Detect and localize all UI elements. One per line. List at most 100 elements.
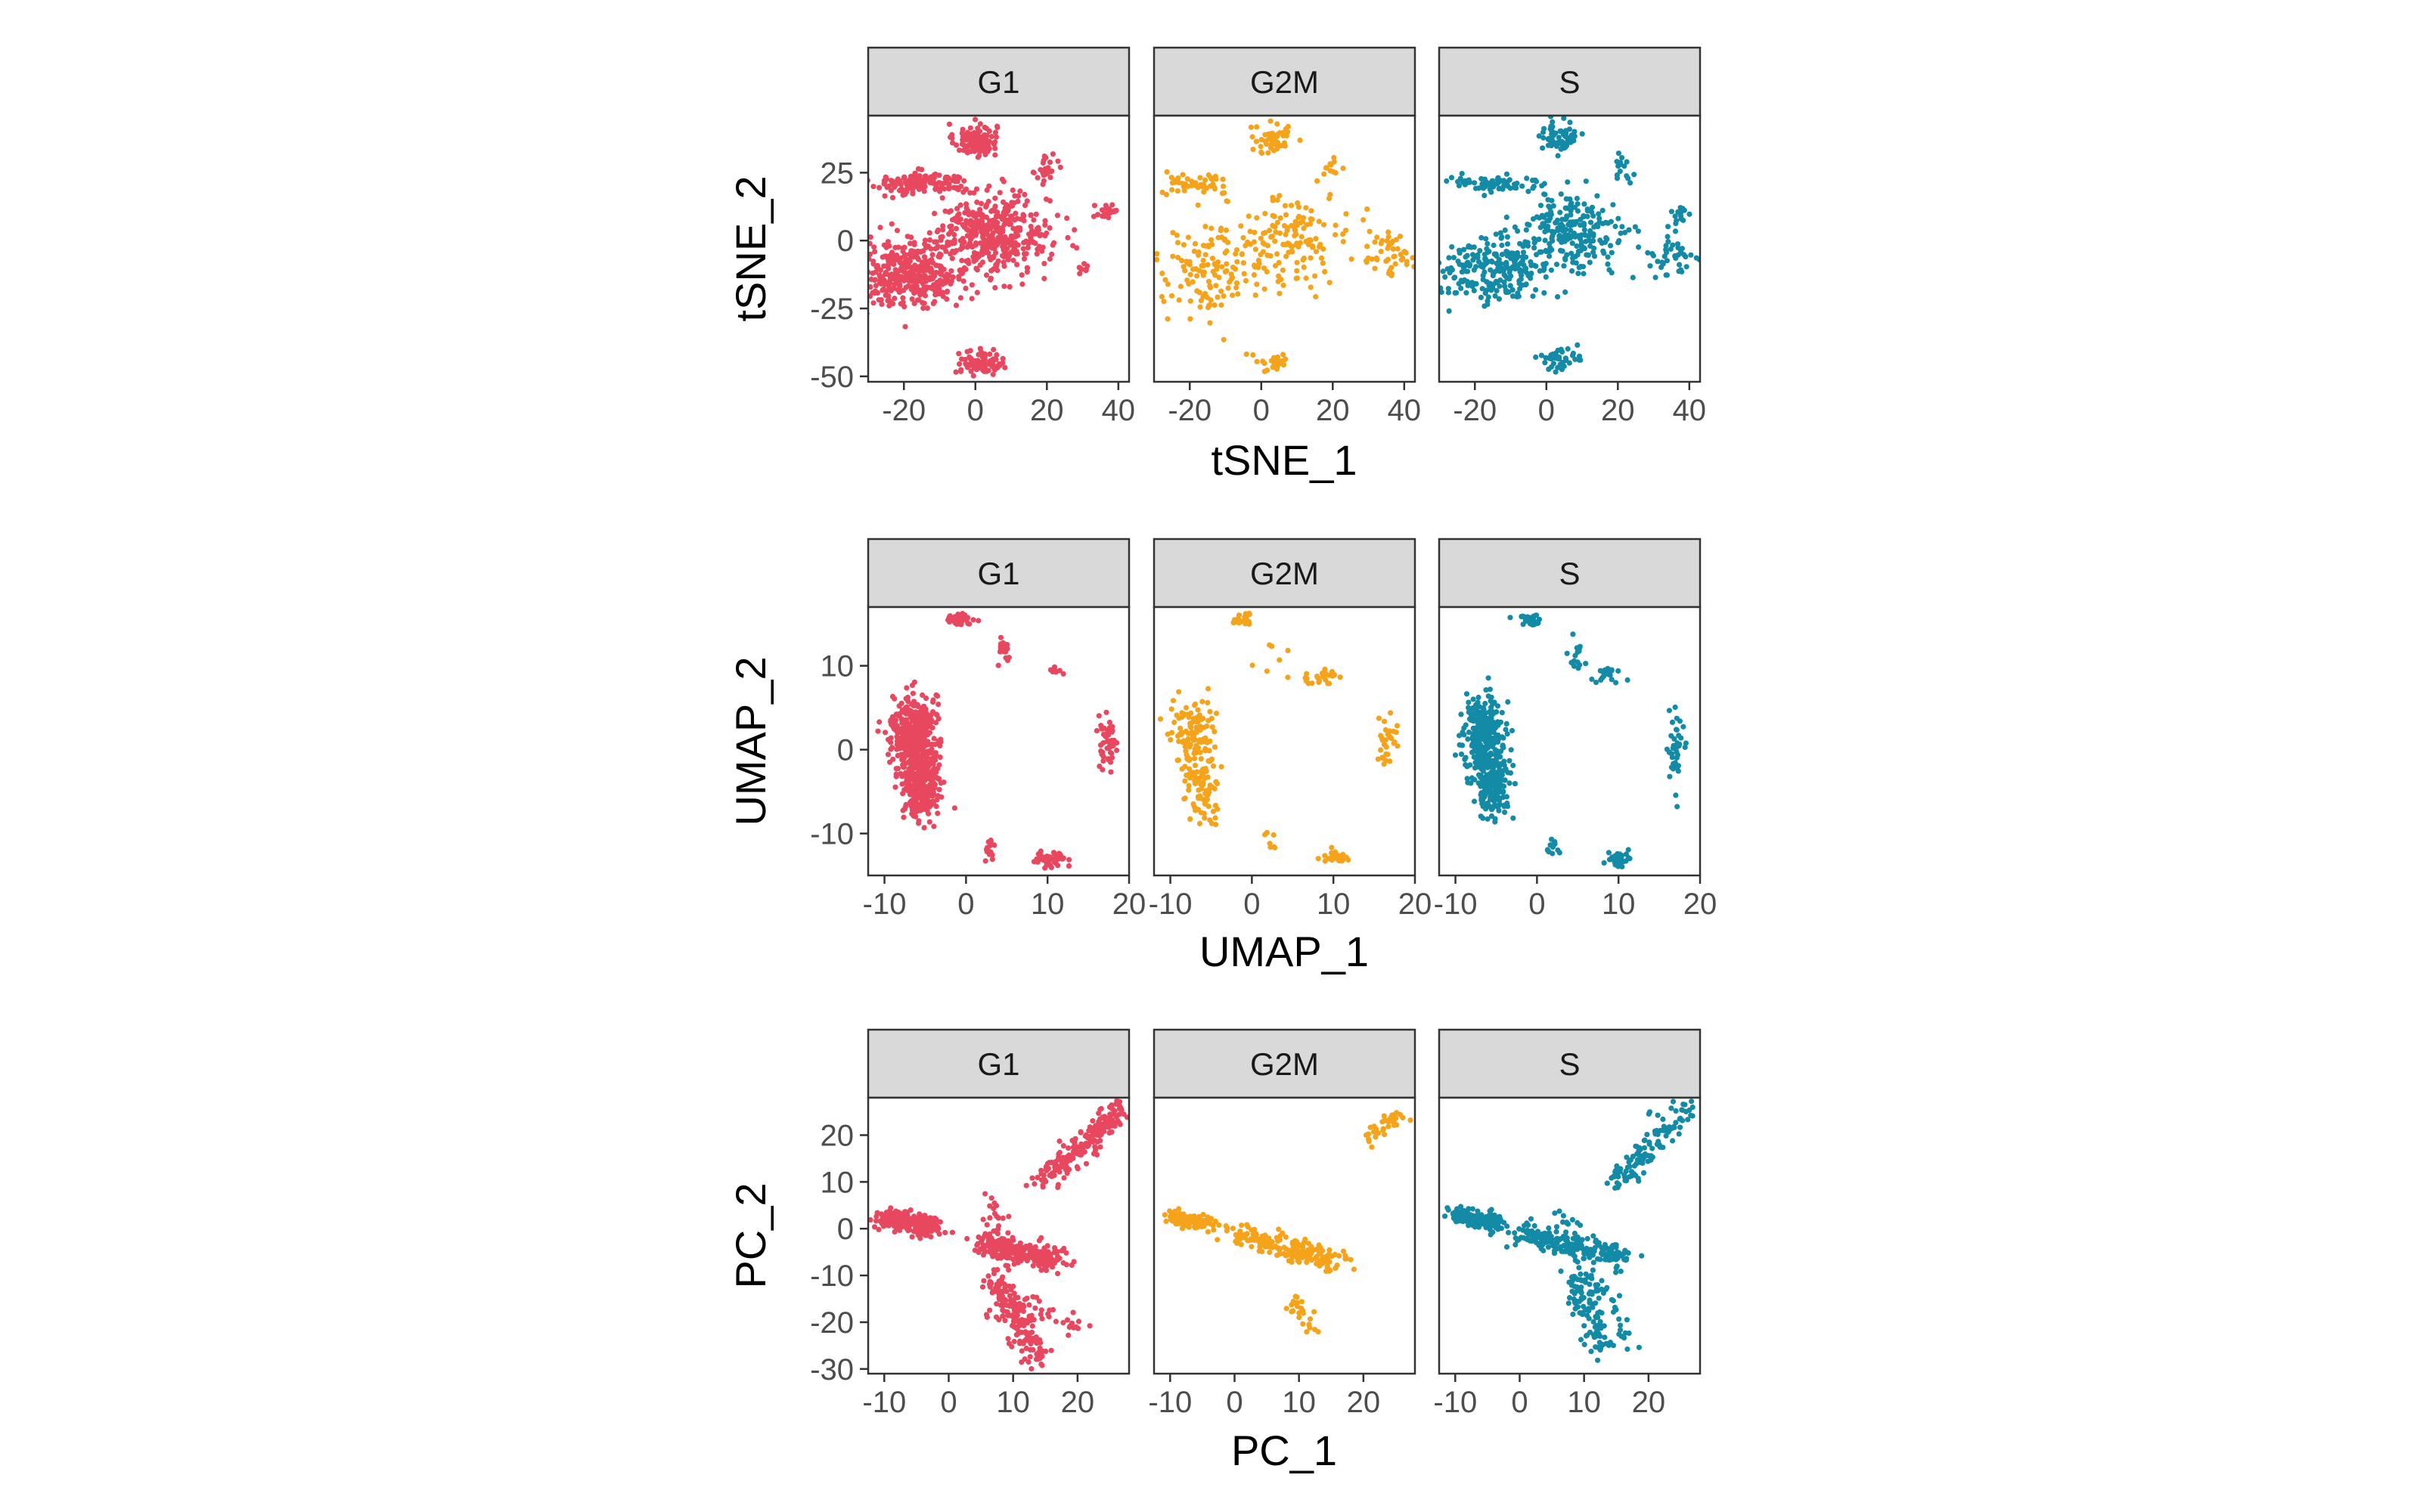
data-point (928, 269, 934, 275)
data-point (1500, 789, 1506, 795)
data-point (1478, 263, 1484, 269)
data-point (1258, 235, 1264, 241)
y-axis-title: tSNE_2 (727, 176, 774, 322)
data-point (986, 850, 992, 856)
data-point (868, 284, 873, 290)
data-point (1228, 271, 1234, 277)
data-point (1198, 756, 1204, 762)
data-point (1096, 713, 1102, 719)
data-point (1669, 719, 1676, 726)
data-point (931, 736, 937, 742)
data-point (919, 780, 925, 786)
data-point (1199, 717, 1205, 723)
data-point (1159, 189, 1165, 195)
data-point (862, 289, 867, 294)
data-point (1208, 225, 1215, 231)
data-point (1512, 781, 1518, 787)
data-point (1364, 206, 1370, 212)
data-point (1485, 675, 1491, 681)
data-point (1224, 268, 1230, 274)
data-point (949, 256, 955, 262)
data-point (1555, 294, 1561, 300)
data-point (1124, 1114, 1129, 1120)
data-point (1439, 289, 1444, 295)
data-point (1678, 735, 1684, 741)
data-point (1243, 615, 1249, 621)
data-point (1108, 769, 1114, 775)
data-point (927, 258, 933, 264)
data-point (1181, 242, 1187, 248)
data-point (1019, 272, 1025, 278)
data-point (1210, 763, 1217, 769)
data-point (1064, 215, 1070, 222)
data-point (1497, 801, 1503, 807)
data-point (1502, 809, 1508, 815)
data-point (1547, 240, 1553, 247)
data-point (858, 268, 863, 274)
data-point (979, 212, 985, 218)
data-point (1024, 1258, 1030, 1264)
data-point (911, 699, 917, 705)
data-point (1092, 1144, 1098, 1150)
data-point (1196, 775, 1202, 782)
data-point (913, 177, 919, 183)
data-point (973, 147, 979, 153)
data-point (1100, 754, 1106, 760)
data-point (916, 186, 923, 192)
data-point (994, 261, 1001, 267)
data-point (1669, 754, 1675, 761)
data-point (1202, 269, 1208, 275)
data-point (995, 1253, 1001, 1259)
data-point (974, 199, 980, 206)
data-point (1546, 203, 1552, 209)
data-point (1169, 187, 1175, 193)
data-point (933, 753, 939, 759)
data-point (1059, 1247, 1065, 1253)
data-point (1243, 351, 1249, 358)
data-point (1533, 287, 1539, 293)
data-point (953, 302, 960, 308)
data-point (1094, 1129, 1100, 1136)
data-point (982, 1244, 988, 1250)
data-point (886, 296, 892, 302)
data-point (872, 290, 878, 296)
data-point (900, 1211, 907, 1217)
data-point (922, 237, 929, 243)
data-point (883, 292, 889, 299)
data-point (1193, 807, 1199, 813)
data-point (900, 791, 906, 797)
data-point (936, 270, 942, 276)
data-point (877, 267, 884, 274)
data-point (1275, 132, 1281, 138)
data-points (875, 611, 1120, 871)
data-point (953, 369, 959, 375)
data-point (1471, 287, 1477, 293)
data-point (1574, 243, 1580, 249)
data-point (959, 258, 965, 264)
data-point (1265, 150, 1271, 156)
data-point (1070, 243, 1076, 249)
data-point (1025, 240, 1032, 246)
data-point (900, 248, 906, 255)
data-point (931, 282, 937, 288)
data-point (1466, 263, 1472, 269)
data-point (1499, 242, 1505, 249)
data-point (954, 185, 960, 192)
data-point (958, 614, 964, 620)
data-point (1575, 252, 1581, 258)
data-point (1649, 251, 1655, 257)
data-point (1101, 725, 1107, 732)
data-point (1090, 1118, 1096, 1124)
data-point (1056, 1155, 1063, 1161)
data-point (959, 356, 965, 362)
data-point (1546, 355, 1552, 361)
data-point (942, 1229, 948, 1235)
data-point (1410, 255, 1415, 261)
data-point (1195, 794, 1201, 800)
data-point (1240, 234, 1246, 241)
data-point (1066, 857, 1072, 863)
data-point (1001, 178, 1007, 184)
data-point (1010, 257, 1016, 263)
data-point (1457, 733, 1463, 739)
